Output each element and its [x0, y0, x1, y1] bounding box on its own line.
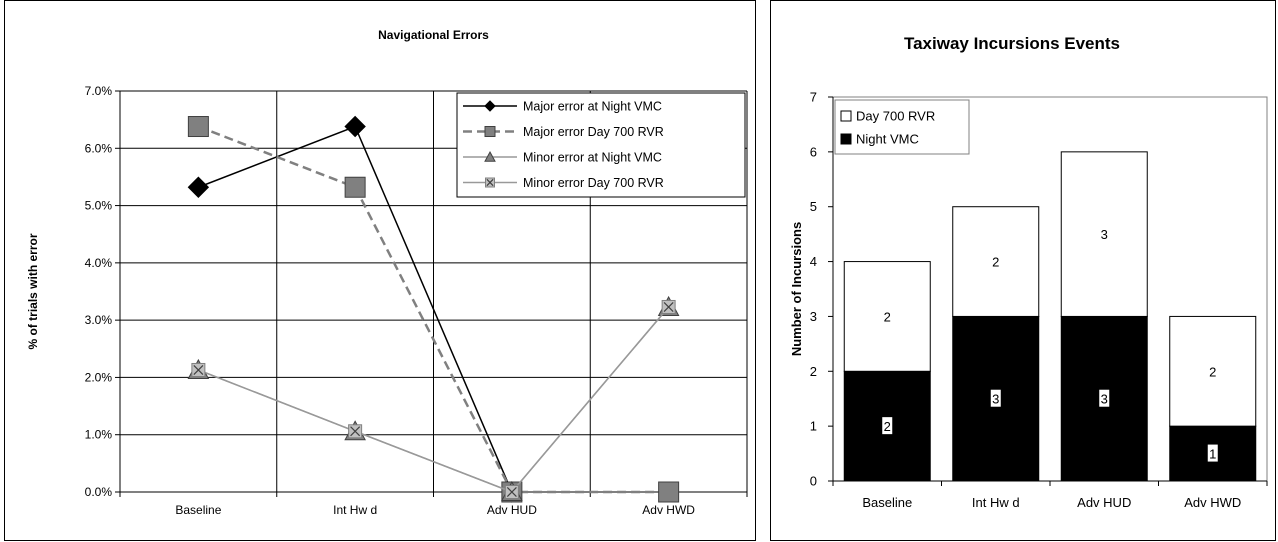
y-tick-label: 4.0% — [85, 256, 113, 270]
legend-marker — [484, 100, 496, 112]
chart-title: Navigational Errors — [378, 28, 489, 42]
legend-label: Major error Day 700 RVR — [523, 125, 664, 139]
bar-segment — [1169, 315, 1257, 427]
y-tick-label: 0 — [810, 474, 817, 489]
navigational-errors-panel: Navigational Errors 0.0% 1.0% 2.0% 3.0% 4.0% 5… — [4, 0, 756, 541]
y-axis-label: % of trials with error — [26, 233, 40, 349]
data-point — [344, 176, 366, 198]
y-tick-label: 1.0% — [85, 428, 113, 442]
data-label-bg — [990, 389, 1001, 407]
x-tick-label: Baseline — [862, 495, 912, 510]
data-label-bg — [882, 417, 893, 435]
y-tick-label: 6 — [810, 144, 817, 159]
y-tick-label: 2 — [810, 364, 817, 379]
data-label-bg — [1207, 444, 1218, 462]
x-tick-label: Adv HWD — [642, 503, 695, 517]
y-tick-label: 0.0% — [85, 485, 113, 499]
bar-segment — [1060, 151, 1148, 317]
legend — [456, 92, 746, 198]
bar-segment — [843, 261, 931, 372]
y-tick-label: 5 — [810, 199, 817, 214]
legend-marker — [484, 150, 496, 162]
x-tick-label: Baseline — [175, 503, 221, 517]
y-tick-label: 7 — [810, 90, 817, 105]
y-tick-label: 1 — [810, 419, 817, 434]
data-label-bg — [1099, 389, 1110, 407]
legend — [834, 99, 970, 155]
legend-marker-cross — [486, 178, 494, 187]
legend-swatch — [840, 110, 852, 122]
legend-swatch — [840, 133, 852, 145]
data-label: 2 — [992, 255, 999, 270]
data-point — [187, 176, 210, 198]
legend-label: Night VMC — [856, 132, 919, 147]
data-label: 2 — [884, 309, 891, 324]
data-point-cross — [350, 426, 361, 437]
x-tick-label: Adv HWD — [1184, 495, 1241, 510]
y-tick-label: 4 — [810, 254, 817, 269]
data-label: 2 — [1209, 364, 1216, 379]
legend-label: Major error at Night VMC — [523, 100, 662, 114]
data-point — [344, 115, 366, 138]
legend-marker — [484, 126, 496, 137]
legend-label: Minor error Day 700 RVR — [523, 176, 664, 190]
legend-label: Day 700 RVR — [856, 109, 935, 124]
bar-segment — [952, 206, 1040, 317]
data-label: 3 — [992, 392, 999, 407]
y-tick-label: 3 — [810, 309, 817, 324]
data-label: 2 — [884, 419, 891, 434]
taxiway-incursions-panel: Taxiway Incursions Events 0 1 2 3 4 5 6 7 Baselin… — [770, 0, 1276, 541]
x-tick-label: Adv HUD — [487, 503, 537, 517]
navigational-errors-chart: Navigational Errors 0.0% 1.0% 2.0% 3.0% 4.0% 5… — [26, 28, 748, 517]
chart-title: Taxiway Incursions Events — [904, 34, 1120, 53]
series-line — [197, 125, 669, 494]
data-label: 1 — [1209, 447, 1216, 462]
data-point — [187, 116, 209, 138]
series-4 — [191, 299, 676, 499]
x-tick-label: Int Hw d — [972, 495, 1020, 510]
x-tick-label: Adv HUD — [1077, 495, 1131, 510]
y-tick-label: 6.0% — [85, 141, 113, 155]
legend-label: Minor error at Night VMC — [523, 151, 662, 165]
data-label: 3 — [1101, 392, 1108, 407]
y-tick-label: 2.0% — [85, 370, 113, 384]
y-tick-label: 3.0% — [85, 313, 113, 327]
data-point-cross — [506, 487, 517, 497]
data-point-cross — [663, 301, 674, 312]
y-axis-label: Number of Incursions — [789, 222, 804, 356]
series-line — [198, 306, 670, 493]
data-label: 3 — [1101, 227, 1108, 242]
y-tick-label: 5.0% — [85, 199, 113, 213]
data-point-cross — [193, 365, 204, 375]
data-point — [658, 481, 680, 503]
x-tick-label: Int Hw d — [333, 503, 377, 517]
y-tick-label: 7.0% — [85, 84, 113, 98]
taxiway-incursions-chart: Taxiway Incursions Events 0 1 2 3 4 5 6 7 Baselin… — [789, 34, 1268, 510]
